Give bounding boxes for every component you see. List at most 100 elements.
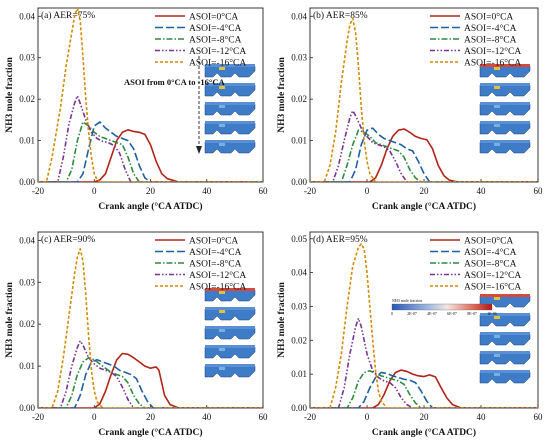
x-tick-label: 0	[365, 186, 370, 196]
legend-entry: ASOI=-8°CA	[189, 258, 242, 269]
cfd-contour-image	[204, 83, 256, 97]
cfd-contour-image	[479, 370, 531, 384]
x-tick-label: 0	[365, 412, 370, 422]
x-tick-label: 60	[534, 412, 544, 422]
series-line	[310, 369, 538, 408]
x-axis-title: Crank angle (°CA ATDC)	[372, 427, 476, 438]
cfd-contour-image	[479, 332, 531, 346]
cfd-contour-image	[204, 121, 256, 135]
panel-c: -20 0 20 40 60 0.00 0.01 0.02 0.03 0.04 Crank angl…	[5, 231, 269, 438]
x-axis-title: Crank angle (°CA ATDC)	[372, 201, 476, 212]
legend-entry: ASOI=-16°CA	[464, 57, 521, 68]
annotation-text: ASOI from 0°CA to -16°CA	[124, 77, 225, 87]
panel-b: -20 0 20 40 60 0.00 0.01 0.02 0.03 0.04 Crank angl…	[277, 7, 544, 212]
series-line	[38, 121, 263, 182]
colorbar-tick-label: 6E-07	[447, 311, 457, 316]
legend-entry: ASOI=-12°CA	[464, 46, 521, 57]
legend-entry: ASOI=0°CA	[189, 235, 238, 246]
y-tick-label: 0.02	[19, 94, 35, 104]
x-tick-label: 40	[202, 412, 212, 422]
y-axis-title: NH3 mole fraction	[5, 282, 15, 358]
legend-entry: ASOI=0°CA	[464, 11, 513, 22]
x-tick-label: 60	[259, 186, 269, 196]
x-tick-label: 60	[259, 412, 269, 422]
cfd-contour-image	[479, 313, 531, 327]
y-tick-label: 0.04	[19, 11, 35, 21]
colorbar-tick-label: 8E-07	[467, 311, 477, 316]
y-tick-label: 0.02	[291, 94, 307, 104]
y-tick-label: 0.04	[19, 235, 35, 245]
series-line	[310, 371, 538, 408]
x-tick-label: -20	[304, 412, 316, 422]
cfd-contour-image	[479, 102, 531, 116]
y-tick-label: 0.01	[291, 369, 307, 379]
y-tick-label: 0.00	[19, 177, 35, 187]
cfd-contour-image	[479, 351, 531, 365]
panel-label: (b) AER=85%	[313, 10, 368, 21]
x-tick-label: 40	[477, 412, 487, 422]
x-tick-label: -20	[304, 186, 316, 196]
legend-entry: ASOI=-16°CA	[189, 57, 246, 68]
legend-entry: ASOI=-16°CA	[189, 281, 246, 292]
y-tick-label: 0.03	[291, 53, 307, 63]
legend-entry: ASOI=-8°CA	[464, 258, 517, 269]
legend-entry: ASOI=-8°CA	[464, 34, 517, 45]
y-tick-label: 0.00	[291, 403, 307, 413]
y-tick-label: 0.02	[291, 335, 307, 345]
y-axis-title: NH3 mole fraction	[5, 57, 15, 133]
y-tick-label: 0.04	[291, 268, 307, 278]
y-tick-label: 0.04	[291, 11, 307, 21]
colorbar-tick-label: 0	[391, 311, 393, 316]
x-tick-label: -20	[32, 186, 44, 196]
y-tick-label: 0.01	[19, 136, 35, 146]
y-tick-label: 0.00	[291, 177, 307, 187]
series-line	[310, 128, 538, 182]
series-line	[38, 340, 263, 408]
legend-entry: ASOI=0°CA	[464, 235, 513, 246]
series-line	[38, 129, 263, 182]
panel-a: -20 0 20 40 60 0.00 0.01 0.02 0.03 0.04 Crank angl…	[5, 7, 269, 212]
panel-label: (c) AER=90%	[41, 234, 95, 245]
series-line	[38, 352, 263, 408]
cfd-contour-image	[479, 64, 531, 78]
series-line	[38, 247, 263, 408]
series-line	[310, 129, 538, 182]
y-tick-label: 0.02	[19, 319, 35, 329]
colorbar-tick-label: 4E-07	[427, 311, 437, 316]
legend-entry: ASOI=-4°CA	[464, 247, 517, 258]
series-line	[310, 243, 538, 408]
legend-entry: ASOI=-12°CA	[189, 270, 246, 281]
colorbar-tick-label: 2E-07	[407, 311, 417, 316]
y-tick-label: 0.03	[19, 277, 35, 287]
cfd-contour-image	[204, 364, 256, 378]
legend-entry: ASOI=-4°CA	[189, 247, 242, 258]
y-tick-label: 0.03	[19, 53, 35, 63]
x-tick-label: 60	[534, 186, 544, 196]
x-axis-title: Crank angle (°CA ATDC)	[98, 427, 202, 438]
x-tick-label: 0	[92, 186, 97, 196]
y-tick-label: 0.00	[19, 403, 35, 413]
series-line	[310, 317, 538, 408]
x-axis-title: Crank angle (°CA ATDC)	[98, 201, 202, 212]
legend-entry: ASOI=-8°CA	[189, 34, 242, 45]
legend-entry: ASOI=0°CA	[189, 11, 238, 22]
colorbar	[391, 303, 493, 311]
series-line	[310, 17, 538, 182]
cfd-contour-image	[479, 140, 531, 154]
cfd-contour-image	[204, 345, 256, 359]
cfd-contour-image	[204, 64, 256, 78]
legend-entry: ASOI=-12°CA	[464, 270, 521, 281]
series-line	[38, 356, 263, 408]
x-tick-label: 20	[420, 412, 430, 422]
panel-label: (d) AER=95%	[313, 234, 368, 245]
colorbar-title: NH3 mole fraction	[392, 298, 422, 303]
cfd-contour-image	[204, 102, 256, 116]
x-tick-label: 20	[146, 186, 156, 196]
legend-entry: ASOI=-16°CA	[464, 281, 521, 292]
y-axis-title: NH3 mole fraction	[277, 57, 287, 133]
y-tick-label: 0.03	[291, 301, 307, 311]
legend-entry: ASOI=-4°CA	[464, 23, 517, 34]
series-line	[38, 121, 263, 182]
panel-label: (a) AER=75%	[41, 10, 95, 21]
